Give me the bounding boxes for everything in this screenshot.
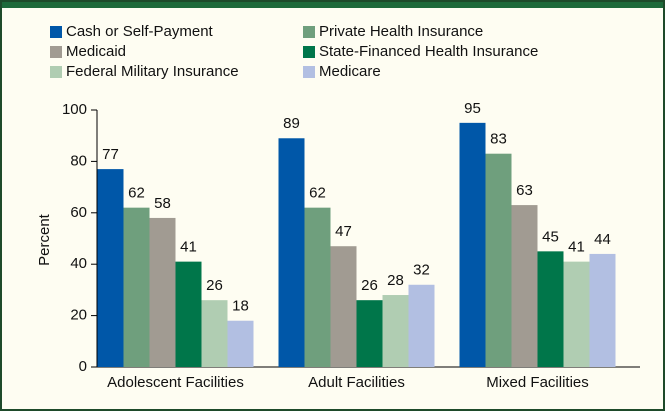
bar [589,253,616,367]
x-tick-label: Adolescent Facilities [107,374,244,391]
legend-swatch [303,46,315,58]
value-label: 26 [361,277,378,294]
top-band [0,0,665,8]
bar [304,207,331,367]
bar [278,138,305,367]
bar [330,246,357,367]
legend-swatch [50,26,62,38]
value-label: 44 [594,231,611,248]
bar [227,320,254,367]
legend-label: State-Financed Health Insurance [319,43,538,60]
legend-swatch [303,66,315,78]
bar [485,153,512,367]
bar [563,261,590,367]
bar [175,261,202,367]
x-tick-label: Adult Facilities [308,374,405,391]
y-tick-label: 100 [62,101,87,118]
bar [356,300,383,367]
value-label: 62 [128,185,145,202]
y-tick-label: 40 [70,255,87,272]
bar [97,169,124,367]
value-label: 26 [206,277,223,294]
bar [382,295,409,367]
value-label: 41 [180,239,197,256]
value-label: 83 [490,131,507,148]
value-label: 45 [542,228,559,245]
value-label: 28 [387,272,404,289]
y-tick-label: 80 [70,152,87,169]
legend-swatch [303,26,315,38]
x-tick-label: Mixed Facilities [486,374,589,391]
bar [408,284,435,367]
y-tick-label: 20 [70,307,87,324]
value-label: 62 [309,185,326,202]
bar [511,205,538,367]
y-tick-label: 0 [79,358,87,375]
value-label: 89 [283,115,300,132]
bar [537,251,564,367]
value-label: 77 [102,146,119,163]
value-label: 32 [413,262,430,279]
bar [149,217,176,367]
legend-label: Federal Military Insurance [66,63,239,80]
legend-swatch [50,46,62,58]
value-label: 18 [232,298,249,315]
y-tick-label: 60 [70,204,87,221]
value-label: 41 [568,239,585,256]
value-label: 95 [464,100,481,117]
bar [201,300,228,367]
bar [459,122,486,367]
legend-swatch [50,66,62,78]
bar [123,207,150,367]
legend-label: Cash or Self-Payment [66,23,214,40]
legend-label: Medicaid [66,43,126,60]
y-axis-label: Percent [36,213,53,266]
value-label: 47 [335,223,352,240]
legend-label: Medicare [319,63,381,80]
value-label: 58 [154,195,171,212]
value-label: 63 [516,182,533,199]
legend-label: Private Health Insurance [319,23,483,40]
